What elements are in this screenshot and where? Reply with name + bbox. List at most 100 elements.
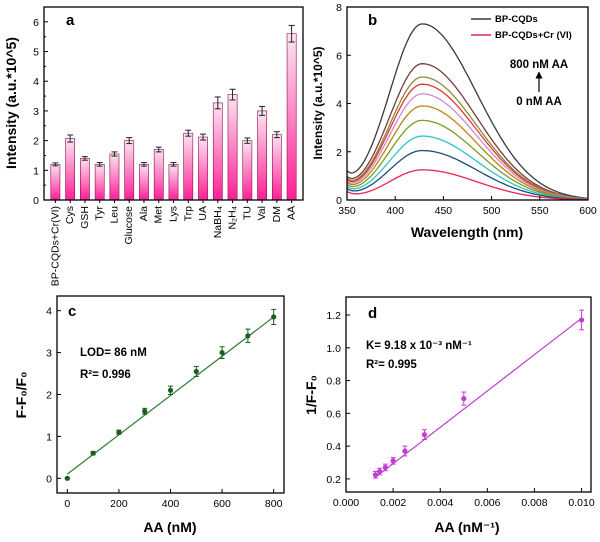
y-tick-label-4: 4 (33, 76, 39, 88)
bar-11 (212, 102, 223, 201)
panel-a-bars (50, 33, 297, 201)
bar-6 (139, 164, 149, 201)
x-tick-label: 0.002 (380, 497, 406, 509)
data-point-5 (421, 432, 428, 438)
bar-14 (257, 110, 267, 201)
panel-c-annotation-r2: R²= 0.996 (80, 369, 131, 381)
x-tick-label-0: BP-CQDs+Cr(VI) (49, 206, 61, 286)
panel-c-ticks: 0 200 400 600 800 0 1 2 3 4 (46, 306, 282, 510)
panel-b-spectra (346, 23, 589, 201)
x-tick-label: 400 (162, 498, 180, 510)
y-tick-label: 0.8 (326, 376, 341, 388)
y-tick-label: 0.6 (326, 408, 341, 420)
data-point-2 (382, 464, 388, 471)
spectrum-line-0 (346, 23, 589, 199)
y-tick-label: 4 (46, 306, 52, 318)
panel-a-frame (43, 6, 304, 201)
data-point-6 (461, 395, 467, 402)
data-point-7 (578, 317, 585, 323)
panel-d-ticks: 0.000 0.002 0.004 0.006 0.008 0.010 0.2 0.4 0.6 0… (326, 310, 594, 509)
y-tick-label: 0 (46, 473, 52, 485)
panel-d-label: d (368, 305, 377, 322)
panel-c-frame (56, 295, 285, 494)
x-tick-label: 0.010 (568, 497, 594, 509)
legend-label-bp-cqds-cr: BP-CQDs+Cr (VI) (495, 30, 572, 41)
x-tick-label: 200 (110, 498, 128, 510)
x-tick-label: 800 (265, 498, 283, 510)
spectrum-line-4 (346, 93, 589, 200)
panel-c-annotation-lod: LOD= 86 nM (80, 347, 147, 359)
bar-16 (286, 33, 297, 201)
bar-2 (80, 158, 90, 201)
x-tick-label-12: N₂H₄ (227, 206, 239, 230)
y-tick-label: 1.0 (326, 343, 341, 355)
y-tick-label-6: 6 (33, 17, 39, 29)
x-tick-label-400: 400 (386, 205, 404, 217)
x-tick-label-7: Met (153, 206, 165, 224)
panel-d-x-axis-title: AA (nM⁻¹) (434, 519, 499, 535)
spectrum-line-8 (346, 149, 588, 201)
x-tick-label: 600 (213, 498, 231, 510)
panel-a-bar-chart: 0 1 2 3 4 5 6 BP-CQDs+Cr(VI) Cys GSH Tyr Leu Glucos… (3, 6, 304, 286)
x-tick-label-9: Trp (182, 206, 194, 222)
data-point-5 (193, 368, 199, 375)
spectrum-line-1 (346, 63, 589, 200)
panel-a-error-bars (52, 24, 295, 167)
panel-c-label: c (68, 303, 76, 320)
panel-d-annotation-k: K= 9.18 x 10⁻³ nM⁻¹ (366, 340, 472, 352)
y-tick-label: 0.4 (326, 441, 341, 453)
x-tick-label-500: 500 (483, 205, 501, 217)
data-point-4 (402, 448, 408, 454)
x-tick-label-550: 550 (531, 205, 549, 217)
y-tick-label-4: 4 (336, 99, 342, 111)
x-tick-label-15: DM (271, 206, 283, 222)
spectrum-line-7 (346, 135, 589, 201)
panel-b-annotation-800nm: 800 nM AA (510, 59, 568, 71)
data-point-8 (271, 314, 277, 320)
spectrum-line-5 (346, 105, 589, 200)
data-point-2 (116, 429, 122, 435)
fit-line (66, 316, 275, 475)
bar-7 (153, 149, 164, 201)
y-tick-label-6: 6 (336, 50, 342, 62)
x-tick-label-5: Glucose (123, 206, 135, 245)
data-point-3 (142, 408, 148, 414)
x-tick-label-350: 350 (338, 205, 356, 217)
bar-3 (94, 164, 105, 201)
panel-c-x-axis-title: AA (nM) (143, 519, 196, 535)
bar-15 (271, 134, 282, 201)
x-tick-label-2: GSH (79, 206, 91, 229)
x-tick-label: 0 (64, 498, 70, 510)
bar-12 (227, 94, 238, 201)
panel-a-y-axis-title: Intensity (a.u.*10^5) (3, 37, 19, 169)
y-tick-label: 1.2 (326, 310, 341, 322)
panel-d-annotation-r2: R²= 0.995 (366, 359, 417, 371)
x-tick-label-14: Val (256, 206, 268, 220)
spectrum-line-9 (346, 169, 588, 201)
x-tick-label: 0.006 (474, 497, 500, 509)
panel-b-annotation-0nm: 0 nM AA (516, 96, 562, 108)
panel-a-label: a (66, 12, 75, 29)
panel-c-points (64, 308, 277, 481)
bar-8 (168, 164, 179, 201)
data-point-0 (372, 472, 379, 478)
x-tick-label: 0.004 (427, 497, 453, 509)
bar-0 (50, 164, 61, 201)
panel-a-y-ticks: 0 1 2 3 4 5 6 (33, 17, 48, 207)
x-tick-label-8: Lys (168, 206, 180, 222)
panel-b-label: b (368, 12, 377, 29)
panel-a-x-tick-labels: BP-CQDs+Cr(VI) Cys GSH Tyr Leu Glucose Ala Met L… (49, 200, 298, 286)
bar-5 (124, 140, 135, 201)
data-point-0 (64, 475, 70, 481)
y-tick-label-1: 1 (33, 165, 39, 177)
panel-c-y-axis-title: F-F₀/F₀ (13, 372, 29, 419)
bar-1 (65, 138, 76, 201)
x-tick-label-3: Tyr (94, 206, 106, 221)
x-tick-label-11: NaBH₄ (212, 206, 224, 238)
y-tick-label-2: 2 (336, 147, 342, 159)
legend-label-bp-cqds: BP-CQDs (495, 14, 538, 25)
y-tick-label-0: 0 (336, 195, 342, 207)
data-point-6 (219, 349, 225, 356)
panel-b-frame (346, 6, 589, 201)
